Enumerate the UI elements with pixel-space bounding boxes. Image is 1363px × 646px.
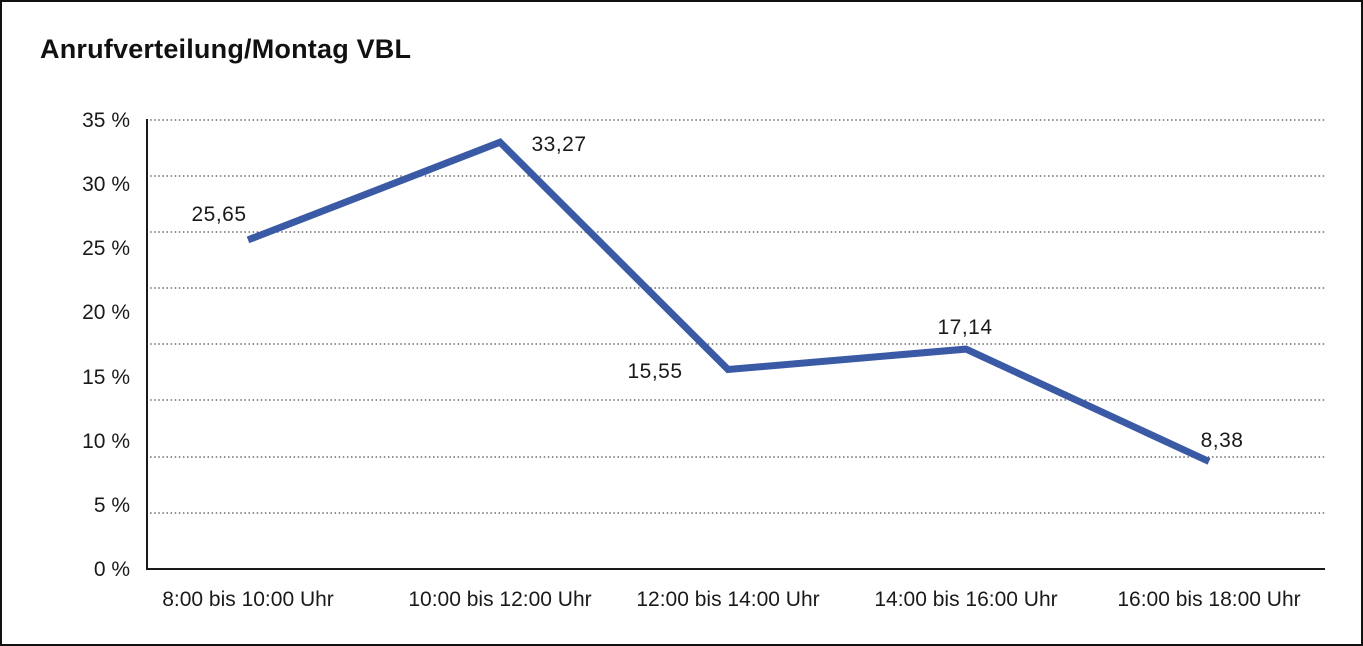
point-label: 8,38: [1201, 429, 1244, 452]
x-tick-label: 8:00 bis 10:00 Uhr: [162, 588, 334, 611]
x-axis-tick-labels: 8:00 bis 10:00 Uhr 10:00 bis 12:00 Uhr 1…: [162, 588, 1300, 611]
point-label: 17,14: [937, 316, 992, 339]
y-tick-label: 20 %: [82, 301, 130, 324]
point-label: 25,65: [191, 203, 246, 226]
point-label: 33,27: [531, 133, 586, 156]
gridlines: [146, 119, 1325, 514]
point-value-labels: 25,65 33,27 15,55 17,14 8,38: [191, 133, 1244, 452]
y-tick-label: 0 %: [94, 558, 130, 581]
y-tick-label: 5 %: [94, 494, 130, 517]
x-tick-label: 12:00 bis 14:00 Uhr: [636, 588, 819, 611]
y-tick-label: 35 %: [82, 109, 130, 132]
x-tick-label: 10:00 bis 12:00 Uhr: [408, 588, 591, 611]
line-series: [246, 138, 1211, 465]
y-axis-tick-labels: 35 % 30 % 25 % 20 % 15 % 10 % 5 % 0 %: [82, 109, 130, 581]
y-tick-label: 25 %: [82, 237, 130, 260]
y-tick-label: 30 %: [82, 173, 130, 196]
point-label: 15,55: [627, 360, 682, 383]
x-tick-label: 14:00 bis 16:00 Uhr: [874, 588, 1057, 611]
x-tick-label: 16:00 bis 18:00 Uhr: [1117, 588, 1300, 611]
y-tick-label: 10 %: [82, 430, 130, 453]
chart-title: Anrufverteilung/Montag VBL: [40, 34, 412, 64]
y-tick-label: 15 %: [82, 366, 130, 389]
